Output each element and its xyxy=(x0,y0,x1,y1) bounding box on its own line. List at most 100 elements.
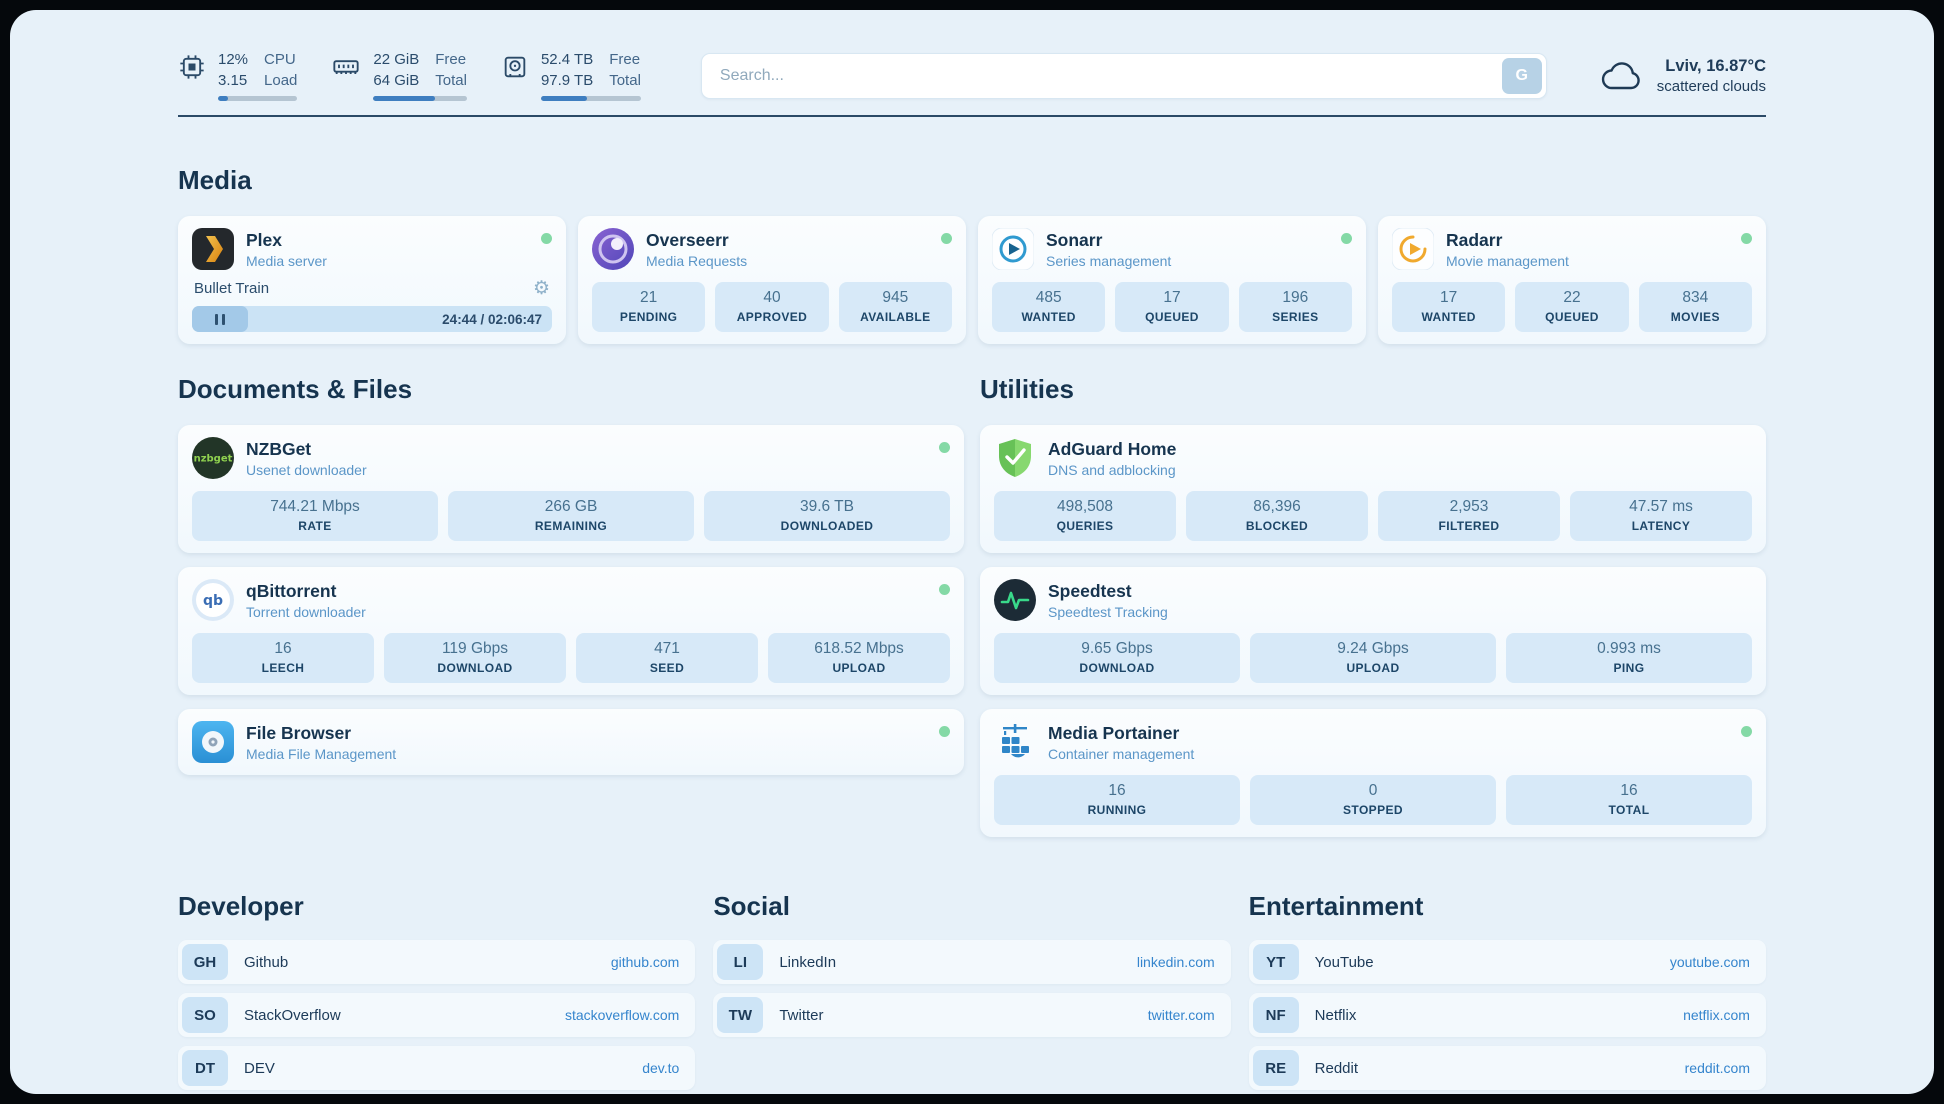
stat-box: 945 AVAILABLE xyxy=(838,282,952,332)
stat-value: 2,953 xyxy=(1449,498,1489,515)
service-card-nzbget[interactable]: nzbget NZBGet Usenet downloader 744.21 M… xyxy=(178,425,964,553)
service-name: Overseerr xyxy=(646,229,729,250)
stat-box: 22 QUEUED xyxy=(1515,282,1629,332)
disk-label-1: Free xyxy=(609,51,641,68)
status-dot xyxy=(541,233,552,244)
bookmark-url: netflix.com xyxy=(1683,1007,1750,1023)
bookmark-twitter[interactable]: TW Twitter twitter.com xyxy=(713,993,1231,1037)
stat-box: 16 TOTAL xyxy=(1506,775,1752,825)
service-name: Plex xyxy=(246,229,282,250)
service-desc: Movie management xyxy=(1446,252,1569,269)
stat-box: 498,508 QUERIES xyxy=(994,491,1176,541)
cpu-label-2: Load xyxy=(264,71,298,89)
service-card-filebrowser[interactable]: File Browser Media File Management xyxy=(178,709,964,775)
stat-value: 945 xyxy=(882,289,909,306)
weather-widget: Lviv, 16.87°C scattered clouds xyxy=(1599,57,1766,95)
weather-location: Lviv, 16.87°C xyxy=(1665,56,1766,75)
stat-box: 47.57 ms LATENCY xyxy=(1570,491,1752,541)
bookmark-dev[interactable]: DT DEV dev.to xyxy=(178,1046,696,1090)
stat-box: 2,953 FILTERED xyxy=(1378,491,1560,541)
now-playing-title: Bullet Train xyxy=(194,280,270,297)
stat-value: 47.57 ms xyxy=(1629,498,1693,515)
stat-label: UPLOAD xyxy=(832,661,886,675)
stats-row: 17 WANTED 22 QUEUED 834 MOVIES xyxy=(1392,282,1752,332)
ram-label-1: Free xyxy=(435,51,467,68)
stat-label: DOWNLOAD xyxy=(1079,661,1155,675)
svg-text:qb: qb xyxy=(203,593,223,609)
bookmark-abbr: TW xyxy=(717,997,764,1033)
stat-box: 39.6 TB DOWNLOADED xyxy=(704,491,950,541)
status-dot xyxy=(1341,233,1352,244)
stat-box: 485 WANTED xyxy=(992,282,1106,332)
gear-icon[interactable]: ⚙ xyxy=(532,278,550,299)
stat-value: 40 xyxy=(763,289,781,306)
service-card-speedtest[interactable]: Speedtest Speedtest Tracking 9.65 Gbps D… xyxy=(980,567,1766,695)
bookmark-abbr: NF xyxy=(1252,997,1299,1033)
service-card-radarr[interactable]: Radarr Movie management 17 WANTED 22 QUE… xyxy=(1378,216,1766,344)
stat-box: 21 PENDING xyxy=(592,282,706,332)
stats-row: 16 LEECH 119 Gbps DOWNLOAD 471 SEED 618.… xyxy=(192,633,950,683)
cpu-percent: 12% xyxy=(218,51,249,68)
search-provider-button[interactable]: G xyxy=(1501,57,1542,94)
stats-row: 21 PENDING 40 APPROVED 945 AVAILABLE xyxy=(592,282,952,332)
stat-label: UPLOAD xyxy=(1346,661,1400,675)
stat-label: DOWNLOADED xyxy=(780,519,874,533)
service-card-portainer[interactable]: Media Portainer Container management 16 … xyxy=(980,709,1766,837)
service-name: Sonarr xyxy=(1046,229,1103,250)
stat-label: QUEUED xyxy=(1145,310,1199,324)
stat-value: 16 xyxy=(274,640,292,657)
section-title-social: Social xyxy=(713,891,790,921)
stat-box: 17 WANTED xyxy=(1392,282,1506,332)
bookmark-url: twitter.com xyxy=(1147,1007,1215,1023)
bookmark-netflix[interactable]: NF Netflix netflix.com xyxy=(1248,993,1766,1037)
status-dot xyxy=(939,584,950,595)
stat-box: 266 GB REMAINING xyxy=(448,491,694,541)
service-card-sonarr[interactable]: Sonarr Series management 485 WANTED 17 Q… xyxy=(978,216,1366,344)
bookmark-linkedin[interactable]: LI LinkedIn linkedin.com xyxy=(713,940,1231,984)
weather-text: Lviv, 16.87°C scattered clouds xyxy=(1657,57,1766,95)
bookmark-name: Netflix xyxy=(1314,1006,1357,1024)
stat-value: 9.65 Gbps xyxy=(1081,640,1153,657)
stat-label: PING xyxy=(1613,661,1645,675)
speedtest-icon xyxy=(994,579,1036,621)
qbittorrent-icon: qb xyxy=(192,579,234,621)
cloud-icon xyxy=(1599,60,1643,92)
stat-label: STOPPED xyxy=(1343,803,1403,817)
status-dot xyxy=(941,233,952,244)
utilities-column: Utilities AdGuard Home xyxy=(980,344,1766,851)
bookmark-abbr: DT xyxy=(182,1050,228,1086)
section-title-utilities: Utilities xyxy=(980,374,1074,404)
bookmark-group-developer: Developer GH Github github.com SO StackO… xyxy=(178,891,696,1094)
stat-value: 39.6 TB xyxy=(799,498,854,515)
service-card-adguard[interactable]: AdGuard Home DNS and adblocking 498,508 … xyxy=(980,425,1766,553)
stat-label: BLOCKED xyxy=(1245,519,1309,533)
stat-box: 9.24 Gbps UPLOAD xyxy=(1250,633,1496,683)
search-input[interactable] xyxy=(700,52,1547,99)
service-card-overseerr[interactable]: Overseerr Media Requests 21 PENDING 40 A… xyxy=(578,216,966,344)
bookmark-reddit[interactable]: RE Reddit reddit.com xyxy=(1248,1046,1766,1090)
cpu-widget: 12% CPU 3.15 Load xyxy=(178,50,298,101)
bookmark-github[interactable]: GH Github github.com xyxy=(178,940,696,984)
stats-row: 9.65 Gbps DOWNLOAD 9.24 Gbps UPLOAD 0.99… xyxy=(994,633,1752,683)
stat-box: 86,396 BLOCKED xyxy=(1186,491,1368,541)
stat-label: WANTED xyxy=(1021,310,1076,324)
ram-free: 22 GiB xyxy=(373,51,420,68)
bookmark-youtube[interactable]: YT YouTube youtube.com xyxy=(1248,940,1766,984)
bookmark-name: Reddit xyxy=(1314,1059,1359,1077)
filebrowser-icon xyxy=(192,721,234,763)
service-card-plex[interactable]: Plex Media server Bullet Train ⚙ 24:44 /… xyxy=(178,216,566,344)
playback-progress-bar[interactable]: 24:44 / 02:06:47 xyxy=(192,306,552,332)
stat-label: SERIES xyxy=(1272,310,1319,324)
service-card-qbittorrent[interactable]: qb qBittorrent Torrent downloader 16 LEE… xyxy=(178,567,964,695)
cpu-progress-bar xyxy=(218,96,298,101)
service-desc: Media File Management xyxy=(246,745,397,762)
stat-value: 0 xyxy=(1368,782,1378,799)
pause-icon[interactable] xyxy=(192,306,248,332)
stat-label: SEED xyxy=(649,661,685,675)
ram-widget: 22 GiB Free 64 GiB Total xyxy=(331,50,467,101)
service-name: NZBGet xyxy=(246,438,312,459)
bookmark-stackoverflow[interactable]: SO StackOverflow stackoverflow.com xyxy=(178,993,696,1037)
bookmark-url: reddit.com xyxy=(1684,1060,1750,1076)
lower-columns: Documents & Files nzbget NZBGet Usenet d… xyxy=(178,344,1766,851)
bookmark-group-social: Social LI LinkedIn linkedin.com TW Twitt… xyxy=(713,891,1231,1094)
